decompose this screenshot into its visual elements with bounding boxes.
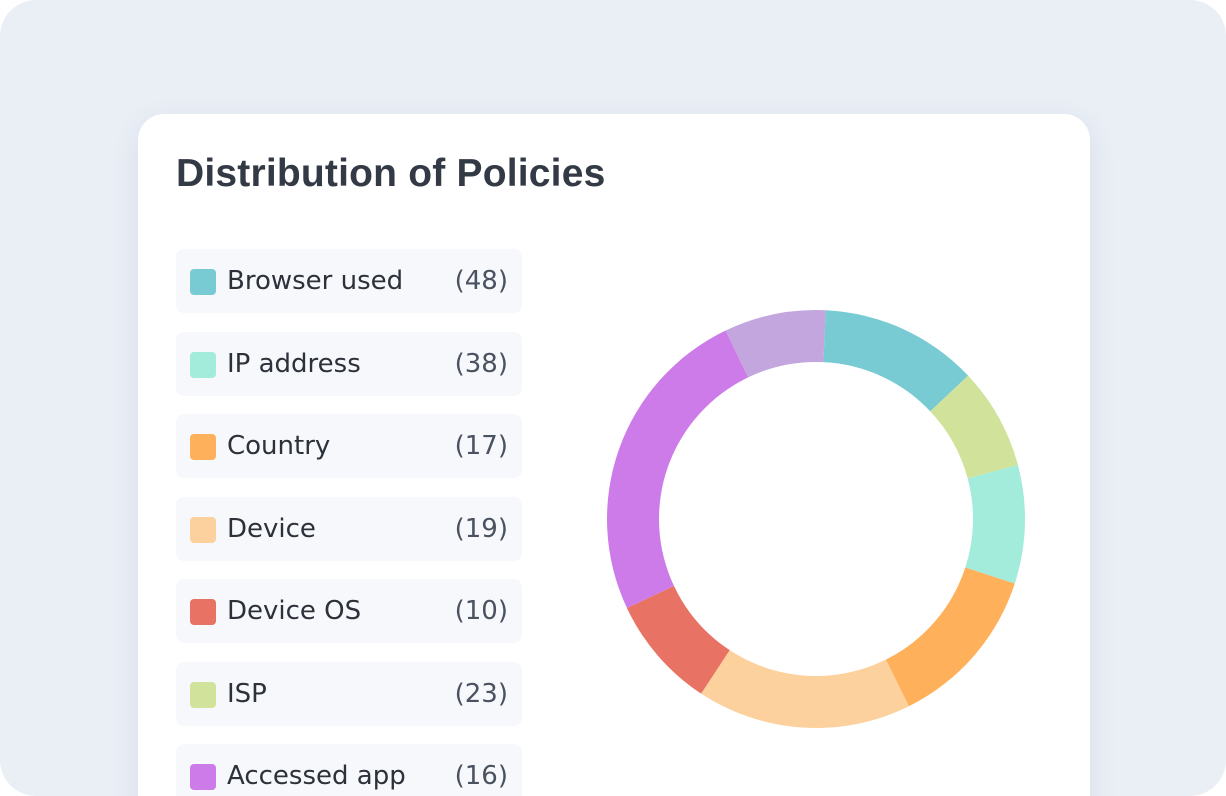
legend-item-accessed-app[interactable]: Accessed app (16) bbox=[176, 744, 522, 796]
donut-segment-device[interactable] bbox=[701, 650, 909, 728]
legend-item-isp[interactable]: ISP (23) bbox=[176, 661, 522, 726]
legend-label: Accessed app bbox=[227, 761, 406, 791]
legend-swatch bbox=[190, 599, 216, 625]
donut-segment-device-os[interactable] bbox=[626, 585, 730, 694]
legend-swatch bbox=[190, 434, 216, 460]
legend-count: (19) bbox=[454, 513, 508, 544]
legend-item-device-os[interactable]: Device OS (10) bbox=[176, 579, 522, 643]
legend-count: (16) bbox=[454, 761, 508, 791]
legend-count: (17) bbox=[454, 431, 508, 461]
legend-count: (10) bbox=[454, 596, 508, 626]
legend-count: (23) bbox=[454, 678, 508, 709]
legend-count: (48) bbox=[454, 266, 508, 296]
legend-count: (38) bbox=[454, 348, 508, 379]
legend-label: ISP bbox=[227, 678, 267, 709]
legend-label: IP address bbox=[227, 348, 361, 379]
legend-swatch bbox=[190, 681, 216, 708]
legend-swatch bbox=[190, 764, 216, 790]
policy-distribution-card: Distribution of Policies Browser used (4… bbox=[138, 114, 1090, 796]
legend-item-device[interactable]: Device (19) bbox=[176, 496, 522, 561]
legend-swatch bbox=[190, 516, 216, 543]
legend-label: Country bbox=[227, 431, 331, 461]
legend-label: Device OS bbox=[227, 596, 362, 626]
legend-label: Browser used bbox=[227, 266, 404, 296]
legend-label: Device bbox=[227, 513, 316, 544]
donut-segment-country[interactable] bbox=[885, 567, 1015, 707]
legend-swatch bbox=[190, 269, 216, 295]
chart-legend: Browser used (48) IP address (38) Countr… bbox=[176, 249, 522, 796]
legend-item-ip-address[interactable]: IP address (38) bbox=[176, 331, 522, 396]
legend-item-browser-used[interactable]: Browser used (48) bbox=[176, 249, 522, 313]
donut-segment-other[interactable] bbox=[725, 310, 826, 378]
donut-segment-isp[interactable] bbox=[930, 375, 1018, 479]
legend-item-country[interactable]: Country (17) bbox=[176, 414, 522, 478]
donut-segment-browser-used[interactable] bbox=[823, 310, 969, 412]
legend-swatch bbox=[190, 351, 216, 378]
card-title: Distribution of Policies bbox=[176, 152, 606, 195]
donut-chart bbox=[607, 310, 1025, 728]
donut-segment-accessed-app[interactable] bbox=[607, 330, 749, 609]
donut-segment-ip-address[interactable] bbox=[965, 464, 1025, 584]
